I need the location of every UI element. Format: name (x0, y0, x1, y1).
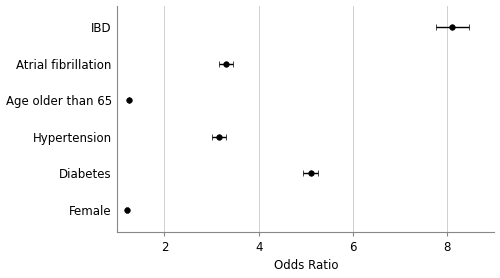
X-axis label: Odds Ratio: Odds Ratio (274, 259, 338, 272)
